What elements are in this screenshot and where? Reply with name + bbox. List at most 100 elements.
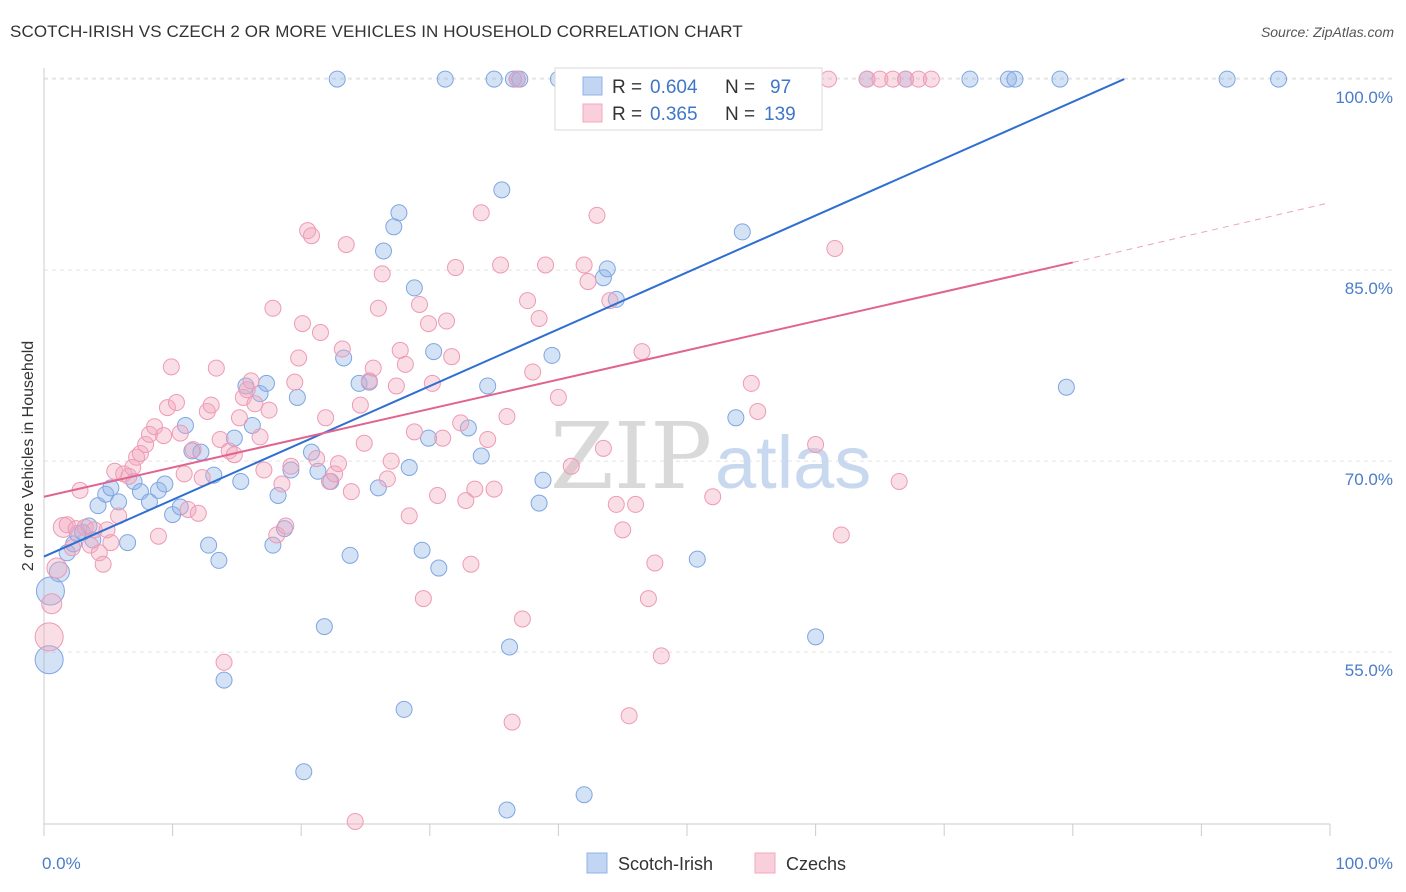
- czechs-point: [429, 486, 447, 504]
- x-tick-label-min: 0.0%: [42, 854, 81, 873]
- scotch-irish-point: [479, 377, 497, 395]
- scotch-irish-point: [727, 409, 745, 427]
- czechs-point: [155, 427, 173, 445]
- legend: R = 0.604 N = 97 R = 0.365 N = 139: [554, 67, 823, 131]
- czechs-point: [588, 206, 606, 224]
- czechs-point: [342, 483, 360, 501]
- czechs-point: [607, 495, 625, 513]
- czechs-point: [447, 259, 465, 277]
- czechs-point: [579, 273, 597, 291]
- scotch-irish-point: [335, 349, 353, 367]
- czechs-trend-extension: [1072, 202, 1331, 263]
- czechs-point: [273, 475, 291, 493]
- czechs-point: [909, 70, 927, 88]
- czechs-point: [922, 70, 940, 88]
- czechs-point: [414, 590, 432, 608]
- czechs-point: [871, 70, 889, 88]
- czechs-point: [364, 359, 382, 377]
- scotch-irish-point: [210, 551, 228, 569]
- czechs-point: [633, 343, 651, 361]
- czechs-point: [438, 312, 456, 330]
- scotch-irish-point: [232, 472, 250, 490]
- czechs-point: [242, 372, 260, 390]
- scotch-irish-point: [200, 536, 218, 554]
- czechs-point: [884, 70, 902, 88]
- czechs-point: [184, 441, 202, 459]
- czechs-point: [466, 480, 484, 498]
- czechs-point: [614, 521, 632, 539]
- czechs-point: [400, 507, 418, 525]
- czechs-point: [627, 495, 645, 513]
- czechs-point: [826, 239, 844, 257]
- czechs-point: [405, 423, 423, 441]
- bottom-legend-label-scotch-irish: Scotch-Irish: [618, 854, 713, 874]
- tick-labels: 55.0% 70.0% 85.0% 100.0% 0.0% 100.0%: [42, 88, 1393, 873]
- czechs-point: [704, 488, 722, 506]
- legend-r-label-scotch-irish: R =: [612, 77, 642, 98]
- czechs-point: [302, 227, 320, 245]
- czechs-point: [378, 470, 396, 488]
- czechs-point: [819, 70, 837, 88]
- legend-r-value-czechs: 0.365: [650, 104, 698, 125]
- czechs-point: [238, 381, 256, 399]
- legend-swatch-scotch-irish: [582, 76, 603, 96]
- scotch-irish-point: [282, 461, 300, 479]
- scotch-irish-point: [1218, 70, 1236, 88]
- scotch-irish-point: [375, 242, 393, 260]
- scotch-irish-point: [405, 279, 423, 297]
- czechs-point: [175, 465, 193, 483]
- czechs-point: [472, 204, 490, 222]
- czechs-point: [524, 363, 542, 381]
- czechs-point: [832, 526, 850, 544]
- legend-r-value-scotch-irish: 0.604: [650, 77, 698, 98]
- scotch-irish-point: [251, 385, 269, 403]
- scotch-irish-point: [534, 471, 552, 489]
- czechs-point: [562, 457, 580, 475]
- czechs-point: [373, 265, 391, 283]
- czechs-point: [230, 409, 248, 427]
- chart-title: SCOTCH-IRISH VS CZECH 2 OR MORE VEHICLES…: [10, 22, 743, 41]
- legend-n-label-scotch-irish: N =: [725, 77, 755, 98]
- grid-lines: [44, 77, 1395, 653]
- scotch-irish-point: [400, 458, 418, 476]
- czechs-point: [102, 534, 120, 552]
- czechs-point: [549, 388, 567, 406]
- scotch-irish-point: [688, 550, 706, 568]
- czechs-point: [396, 355, 414, 373]
- scotch-irish-point: [733, 223, 751, 241]
- czechs-point: [251, 428, 269, 446]
- czechs-point: [434, 429, 452, 447]
- czechs-point: [443, 348, 461, 366]
- scotch-irish-point: [961, 70, 979, 88]
- scotch-irish-point: [156, 475, 174, 493]
- watermark-zip: ZIP: [550, 403, 712, 510]
- scotch-irish-point: [504, 70, 522, 88]
- scotch-irish-point: [575, 786, 593, 804]
- czechs-point: [41, 593, 63, 615]
- watermark-atlas: atlas: [715, 421, 871, 504]
- scotch-irish-point: [315, 618, 333, 636]
- czechs-point: [411, 295, 429, 313]
- x-tick-label-max: 100.0%: [1335, 854, 1393, 873]
- czechs-point: [67, 520, 85, 538]
- czechs-point: [268, 526, 286, 544]
- scotch-irish-point: [430, 559, 448, 577]
- scotch-irish-point: [257, 374, 275, 392]
- czechs-point: [646, 554, 664, 572]
- czechs-point: [311, 323, 329, 341]
- czechs-point: [246, 395, 264, 413]
- czechs-point: [749, 402, 767, 420]
- czechs-point: [124, 458, 142, 476]
- czechs-point: [519, 292, 537, 310]
- czechs-point: [333, 340, 351, 358]
- bottom-legend-swatch-czechs: [754, 852, 776, 874]
- scotch-irish-point: [390, 204, 408, 222]
- scotch-irish-point: [110, 493, 128, 511]
- czechs-point: [255, 461, 273, 479]
- czechs-point: [360, 372, 378, 390]
- scotch-irish-point: [485, 70, 503, 88]
- scotch-irish-point: [1006, 70, 1024, 88]
- scotch-irish-point: [295, 763, 313, 781]
- scotch-irish-trend-line: [43, 78, 1125, 558]
- scotch-irish-point: [183, 442, 201, 460]
